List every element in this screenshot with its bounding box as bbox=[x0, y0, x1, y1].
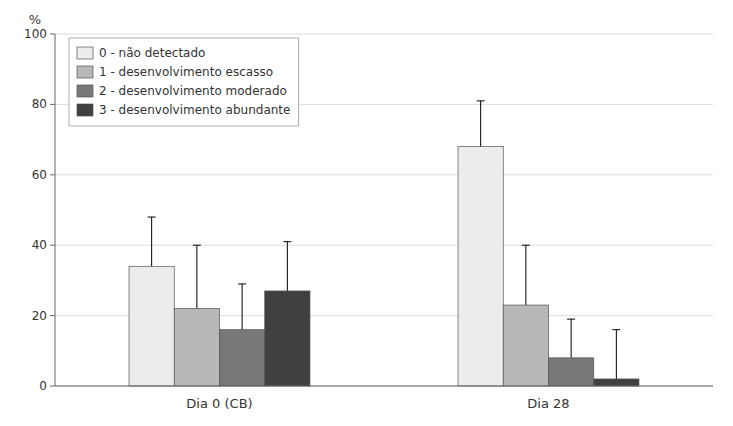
x-axis bbox=[55, 386, 713, 387]
y-tick bbox=[50, 174, 55, 175]
y-tick-label: 100 bbox=[24, 27, 47, 41]
legend-swatch bbox=[77, 85, 93, 97]
y-tick-label: 60 bbox=[32, 168, 47, 182]
grid-line bbox=[55, 174, 713, 175]
bar bbox=[265, 291, 310, 386]
error-cap bbox=[567, 319, 575, 320]
error-cap bbox=[477, 100, 485, 101]
error-bar bbox=[612, 330, 620, 386]
y-tick bbox=[50, 34, 55, 35]
y-tick bbox=[50, 315, 55, 316]
bar bbox=[174, 309, 219, 386]
bar bbox=[458, 147, 503, 386]
legend-label: 3 - desenvolvimento abundante bbox=[99, 103, 290, 117]
grid-line bbox=[55, 386, 713, 387]
bar bbox=[220, 330, 265, 386]
x-tick-label: Dia 0 (CB) bbox=[186, 396, 252, 411]
y-axis bbox=[55, 34, 56, 386]
error-cap bbox=[522, 245, 530, 246]
error-cap bbox=[283, 241, 291, 242]
error-cap bbox=[148, 217, 156, 218]
legend-label: 2 - desenvolvimento moderado bbox=[99, 84, 287, 98]
y-tick-label: 0 bbox=[39, 379, 47, 393]
y-tick-label: 20 bbox=[32, 309, 47, 323]
y-tick bbox=[50, 386, 55, 387]
y-tick bbox=[50, 245, 55, 246]
bars bbox=[148, 101, 621, 386]
legend-swatch bbox=[77, 47, 93, 59]
y-axis-label: % bbox=[29, 12, 41, 27]
x-tick-label: Dia 28 bbox=[527, 396, 569, 411]
grid-line bbox=[55, 245, 713, 246]
bar bbox=[549, 358, 594, 386]
bar bbox=[594, 379, 639, 386]
error-cap bbox=[612, 329, 620, 330]
y-tick-label: 40 bbox=[32, 238, 47, 252]
bar bbox=[503, 305, 548, 386]
grid-line bbox=[55, 34, 713, 35]
error-cap bbox=[238, 283, 246, 284]
error-stem bbox=[616, 330, 617, 386]
legend-label: 1 - desenvolvimento escasso bbox=[99, 65, 273, 79]
chart: 0 20 40 60 80 100% Dia 0 (CB) Dia 28 0 - não det… bbox=[0, 0, 733, 426]
y-tick bbox=[50, 104, 55, 105]
legend-label: 0 - não detectado bbox=[99, 46, 205, 60]
y-tick-label: 80 bbox=[32, 97, 47, 111]
legend: 0 - não detectado 1 - desenvolvimento esc… bbox=[69, 38, 298, 126]
legend-swatch bbox=[77, 66, 93, 78]
legend-swatch bbox=[77, 104, 93, 116]
legend-frame bbox=[69, 38, 298, 126]
bar bbox=[129, 266, 174, 386]
error-cap bbox=[193, 245, 201, 246]
